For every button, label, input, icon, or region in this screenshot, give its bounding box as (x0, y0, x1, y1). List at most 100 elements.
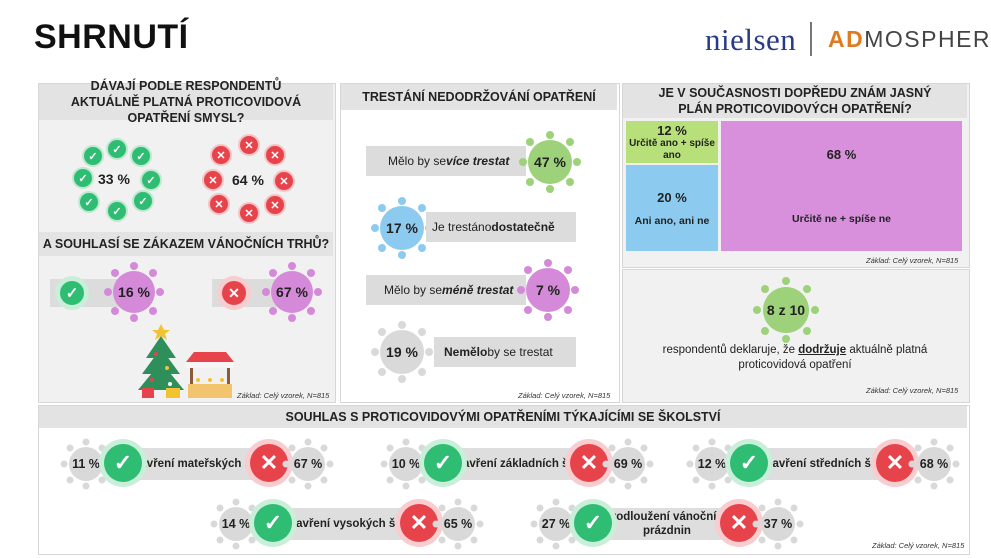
school-measure-item: 10 % Uzavření základních škol ✓ ✕ 69 % (380, 438, 660, 490)
punish-row-none: Nemělo by se trestat (434, 337, 576, 367)
no-percentage: 64 % (232, 172, 264, 188)
check-icon: ✓ (72, 167, 94, 189)
cross-icon: ✕ (202, 169, 224, 191)
cross-icon: ✕ (210, 144, 232, 166)
virus-icon: 16 % (104, 262, 164, 322)
check-icon: ✓ (140, 169, 162, 191)
check-icon: ✓ (106, 138, 128, 160)
panel2-header: TRESTÁNÍ NEDODRŽOVÁNÍ OPATŘENÍ (341, 84, 617, 110)
school-label: Uzavření středních škol (748, 448, 898, 480)
check-icon: ✓ (106, 200, 128, 222)
cross-icon: ✕ (238, 202, 260, 224)
cross-icon: ✕ (273, 170, 295, 192)
punish-enough-pct: 17 % (386, 220, 418, 236)
cross-icon: ✕ (570, 444, 608, 482)
cross-icon: ✕ (720, 504, 758, 542)
virus-icon: 37 % (752, 498, 804, 550)
virus-icon: 10 % (380, 438, 432, 490)
virus-icon: 27 % (530, 498, 582, 550)
check-icon: ✓ (574, 504, 612, 542)
check-icon: ✓ (60, 281, 84, 305)
school-measure-item: 11 % Uzavření mateřských škol ✓ ✕ 67 % (60, 438, 340, 490)
cross-icon: ✕ (222, 281, 246, 305)
school-no-pct: 69 % (613, 457, 643, 471)
school-yes-pct: 12 % (697, 457, 727, 471)
virus-icon: 47 % (518, 130, 582, 194)
check-icon: ✓ (254, 504, 292, 542)
school-yes-pct: 14 % (221, 517, 251, 531)
panel1-subheader: A SOUHLASÍ SE ZÁKAZEM VÁNOČNÍCH TRHŮ? (39, 232, 333, 256)
check-icon: ✓ (424, 444, 462, 482)
virus-icon: 8 z 10 (752, 276, 820, 344)
virus-icon: 68 % (908, 438, 960, 490)
disagree-percentage: 67 % (276, 284, 308, 300)
cross-icon: ✕ (238, 134, 260, 156)
school-label: Uzavření mateřských škol (122, 448, 272, 480)
school-yes-pct: 10 % (391, 457, 421, 471)
plan-neutral-cell: 20 % Ani ano, ani ne (626, 165, 718, 251)
school-label: Uzavření vysokých škol (272, 508, 422, 540)
panel2-footnote: Základ: Celý vzorek, N=815 (518, 391, 611, 400)
page-title: SHRNUTÍ (34, 18, 189, 56)
school-measure-item: 12 % Uzavření středních škol ✓ ✕ 68 % (686, 438, 966, 490)
admosphere-logo: ADMOSPHERE (828, 26, 991, 52)
virus-icon: 14 % (210, 498, 262, 550)
check-icon: ✓ (78, 191, 100, 213)
punish-row-more: Mělo by se více trestat (366, 146, 526, 176)
check-icon: ✓ (730, 444, 768, 482)
school-no-pct: 67 % (293, 457, 323, 471)
school-yes-pct: 11 % (72, 457, 100, 471)
virus-icon: 7 % (516, 258, 580, 322)
check-icon: ✓ (132, 190, 154, 212)
virus-icon: 69 % (602, 438, 654, 490)
logo-divider (810, 22, 812, 56)
panel4-footnote: Základ: Celý vzorek, N=815 (866, 386, 959, 395)
school-no-pct: 65 % (443, 517, 473, 531)
agree-percentage: 16 % (118, 284, 150, 300)
school-yes-pct: 27 % (541, 517, 571, 531)
school-no-pct: 37 % (763, 517, 793, 531)
panel1-footnote: Základ: Celý vzorek, N=815 (237, 391, 330, 400)
yes-dot-ring: ✓ ✓ ✓ ✓ ✓ ✓ ✓ ✓ 33 % (70, 138, 162, 222)
school-label: Prodloužení vánočních prázdnin (592, 508, 742, 540)
compliance-value: 8 z 10 (766, 302, 806, 318)
cross-icon: ✕ (264, 144, 286, 166)
compliance-text: respondentů deklaruje, že dodržuje aktuá… (662, 344, 928, 371)
yes-percentage: 33 % (98, 171, 130, 187)
cross-icon: ✕ (876, 444, 914, 482)
nielsen-logo: nielsen (705, 22, 797, 57)
virus-icon: 67 % (262, 262, 322, 322)
virus-icon: 19 % (370, 320, 434, 384)
cross-icon: ✕ (250, 444, 288, 482)
virus-icon: 65 % (432, 498, 484, 550)
panel3-header: JE V SOUČASNOSTI DOPŘEDU ZNÁM JASNÝ PLÁN… (623, 84, 967, 118)
punish-row-enough: Je trestáno dostatečně (426, 212, 576, 242)
plan-no-cell: 68 % Určitě ne + spíše ne (721, 121, 962, 251)
panel3-footnote: Základ: Celý vzorek, N=815 (866, 256, 959, 265)
virus-icon: 17 % (370, 196, 434, 260)
virus-icon: 67 % (282, 438, 334, 490)
no-dot-ring: ✕ ✕ ✕ ✕ ✕ ✕ ✕ ✕ 64 % (200, 134, 296, 224)
cross-icon: ✕ (400, 504, 438, 542)
cross-icon: ✕ (208, 193, 230, 215)
panel-schools (38, 405, 970, 555)
punish-less-pct: 7 % (535, 282, 561, 298)
school-measure-item: 27 % Prodloužení vánočních prázdnin ✓ ✕ 37 % (530, 498, 810, 550)
school-no-pct: 68 % (919, 457, 949, 471)
panel5-header: SOUHLAS S PROTICOVIDOVÝMI OPATŘENÍMI TÝK… (39, 406, 967, 428)
punish-row-less: Mělo by se méně trestat (366, 275, 526, 305)
virus-icon: 11 % (60, 438, 112, 490)
plan-yes-cell: 12 % Určitě ano + spíše ano (626, 121, 718, 163)
christmas-tree-icon (136, 322, 186, 400)
punish-none-pct: 19 % (386, 344, 418, 360)
panel5-footnote: Základ: Celý vzorek, N=815 (872, 541, 965, 550)
cross-icon: ✕ (264, 194, 286, 216)
school-measure-item: 14 % Uzavření vysokých škol ✓ ✕ 65 % (210, 498, 490, 550)
punish-more-pct: 47 % (534, 154, 566, 170)
virus-icon: 12 % (686, 438, 738, 490)
check-icon: ✓ (82, 145, 104, 167)
school-label: Uzavření základních škol (442, 448, 592, 480)
check-icon: ✓ (104, 444, 142, 482)
market-stall-icon (184, 348, 236, 400)
panel1-header: DÁVAJÍ PODLE RESPONDENTŮ AKTUÁLNĚ PLATNÁ… (39, 79, 333, 125)
